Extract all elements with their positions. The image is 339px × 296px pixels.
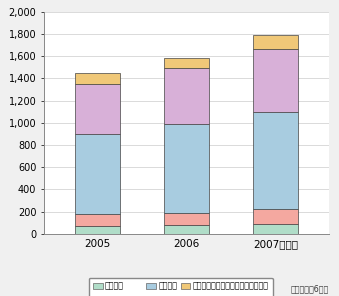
Bar xyxy=(253,112,298,209)
Bar xyxy=(75,226,120,234)
Bar xyxy=(164,124,209,213)
Bar xyxy=(164,225,209,234)
Bar xyxy=(164,68,209,124)
Bar xyxy=(164,213,209,225)
Bar xyxy=(75,134,120,214)
Bar xyxy=(164,58,209,68)
Bar xyxy=(75,84,120,134)
Bar xyxy=(75,214,120,226)
Bar xyxy=(253,209,298,224)
Bar xyxy=(253,35,298,49)
Bar xyxy=(253,49,298,112)
Bar xyxy=(253,224,298,234)
Legend: 日本市場, アジア太平洋市場, 北米市場, 西欧市場, 中東・アフリカ・東欧・中南米市場: 日本市場, アジア太平洋市場, 北米市場, 西欧市場, 中東・アフリカ・東欧・中… xyxy=(89,278,273,296)
Text: 出典は付注6参照: 出典は付注6参照 xyxy=(291,285,329,294)
Bar xyxy=(75,73,120,84)
